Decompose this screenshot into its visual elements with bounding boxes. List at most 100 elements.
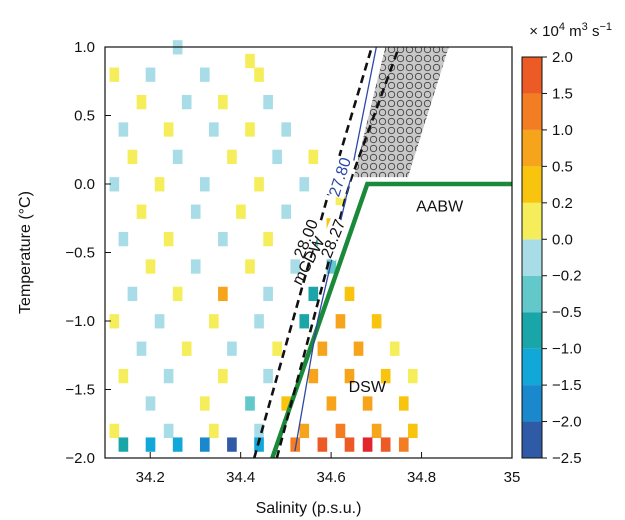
- heatmap-cell: [218, 368, 228, 384]
- colorbar-tick-label: 2.0: [552, 49, 573, 66]
- colorbar-bin: [522, 421, 542, 458]
- heatmap-cell: [308, 149, 319, 165]
- heatmap-cell: [172, 286, 183, 302]
- heatmap-cell: [362, 396, 373, 411]
- colorbar-tick-label: −0.2: [552, 268, 582, 285]
- heatmap-cell: [398, 396, 409, 411]
- heatmap-cell: [263, 286, 273, 302]
- colorbar-bin: [522, 166, 542, 203]
- heatmap-cell: [317, 437, 328, 452]
- y-tick-label: −2.0: [65, 450, 95, 467]
- heatmap-cell: [263, 231, 273, 247]
- colorbar-tick-label: −2.5: [552, 450, 582, 467]
- heatmap-cell: [254, 177, 264, 192]
- colorbar-tick-label: 1.0: [552, 122, 573, 139]
- heatmap-cell: [145, 437, 156, 452]
- x-axis: 34.2 34.4 34.6 34.8 35: [136, 452, 521, 486]
- heatmap-cell: [227, 437, 237, 452]
- heatmap-cell: [109, 423, 120, 439]
- heatmap-cell: [380, 368, 391, 384]
- y-axis: 1.0 0.5 0.0 −0.5 −1.0 −1.5 −2.0: [65, 39, 111, 467]
- heatmap-cell: [209, 314, 219, 329]
- heatmap-cell: [299, 314, 310, 329]
- heatmap-cell: [172, 437, 183, 452]
- heatmap-cell: [272, 149, 282, 165]
- heatmap-cell: [407, 368, 418, 384]
- x-axis-label: Salinity (p.s.u.): [256, 500, 362, 517]
- aabw-boundary-line: [270, 181, 512, 459]
- colorbar-bin: [522, 385, 542, 422]
- heatmap-cell: [236, 204, 246, 219]
- heatmap-cell: [181, 341, 192, 356]
- colorbar-tick-label: 0.0: [552, 231, 573, 248]
- hatched-region-pattern: [353, 47, 449, 178]
- heatmap-cell: [299, 177, 310, 192]
- heatmap-cell: [254, 67, 264, 82]
- y-tick-label: 0.5: [74, 108, 95, 125]
- heatmap-cell: [199, 396, 210, 411]
- heatmap-cell: [118, 437, 129, 452]
- heatmap-cell: [281, 204, 292, 219]
- heatmap-cell: [163, 231, 174, 247]
- isopycnal-label-bg: [324, 155, 356, 200]
- heatmap-cell: [118, 122, 129, 137]
- colorbar-unit-label: × 104 m3 s−1: [529, 21, 612, 40]
- isopycnal-label-bg: [289, 216, 324, 262]
- colorbar-bin: [522, 239, 542, 276]
- heatmap-cell: [118, 231, 129, 247]
- heatmap-cell: [308, 368, 319, 384]
- heatmap-cell: [353, 341, 364, 356]
- colorbar-tick-label: 0.2: [552, 195, 573, 212]
- heatmap-cell: [190, 259, 201, 274]
- heatmap-cell: [290, 437, 301, 452]
- heatmap-cell: [145, 396, 156, 411]
- heatmap-cell: [118, 368, 129, 384]
- heatmap-cell: [362, 437, 373, 452]
- colorbar-tick-label: −1.0: [552, 341, 582, 358]
- isopycnal-28-00: [252, 46, 374, 459]
- heatmap-cell: [163, 122, 174, 137]
- heatmap-cell: [163, 423, 174, 439]
- y-tick-label: −1.0: [65, 313, 95, 330]
- heatmap-cell: [109, 67, 120, 82]
- annotation-aabw: AABW: [416, 198, 464, 215]
- heatmap-cell: [380, 437, 391, 452]
- heatmap-cell: [344, 437, 355, 452]
- colorbar-tick-label: −1.5: [552, 377, 582, 394]
- heatmap-cell: [290, 259, 301, 274]
- heatmap-cell: [281, 396, 292, 411]
- heatmap-cell: [136, 204, 147, 219]
- heatmap-cell: [326, 259, 337, 274]
- heatmap-cell: [245, 259, 255, 274]
- heatmap-cell: [209, 423, 219, 439]
- heatmap-cells: [109, 40, 418, 452]
- heatmap-cell: [145, 67, 156, 82]
- heatmap-cell: [272, 341, 282, 356]
- heatmap-cell: [308, 286, 319, 302]
- heatmap-cell: [371, 314, 382, 329]
- y-tick-label: −0.5: [65, 245, 95, 262]
- colorbar-bin: [522, 312, 542, 349]
- heatmap-cell: [218, 94, 228, 110]
- heatmap-cell: [218, 231, 228, 247]
- heatmap-cell: [199, 67, 210, 82]
- colorbar-bin: [522, 275, 542, 313]
- heatmap-cell: [344, 368, 355, 384]
- heatmap-cell: [109, 314, 120, 329]
- y-axis-label: Temperature (°C): [17, 191, 34, 314]
- heatmap-cell: [172, 149, 183, 165]
- isopycnal-28-27: [275, 46, 401, 459]
- heatmap-cell: [227, 341, 237, 356]
- x-tick-label: 35: [504, 469, 521, 486]
- heatmap-cell: [344, 286, 355, 302]
- heatmap-cell: [227, 149, 237, 165]
- heatmap-cell: [136, 341, 147, 356]
- heatmap-cell: [181, 94, 192, 110]
- heatmap-cell: [263, 94, 273, 110]
- heatmap-cell: [254, 314, 264, 329]
- x-tick-label: 34.6: [317, 469, 346, 486]
- heatmap-cell: [209, 122, 219, 137]
- colorbar-tick-label: 1.5: [552, 85, 573, 102]
- heatmap-cell: [398, 437, 409, 452]
